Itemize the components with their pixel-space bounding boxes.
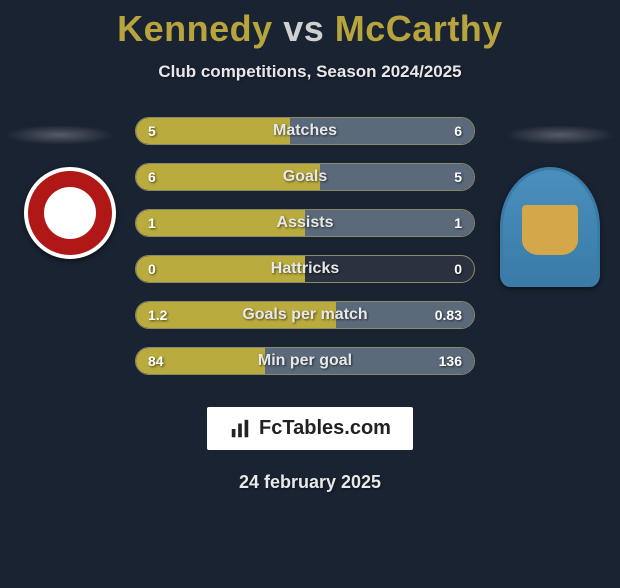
player-left-name: Kennedy [117, 8, 273, 49]
club-crest-left-emblem [44, 187, 96, 239]
attribution-text: FcTables.com [259, 417, 391, 440]
stat-bar-fill-left [136, 118, 290, 144]
stat-bar: Goals 6 5 [135, 163, 475, 191]
stat-value-right: 136 [439, 353, 462, 369]
stat-label: Goals per match [242, 306, 367, 324]
stat-value-left: 6 [148, 169, 156, 185]
attribution-badge: FcTables.com [207, 407, 413, 450]
stat-value-left: 1 [148, 215, 156, 231]
stat-value-right: 0.83 [435, 307, 462, 323]
date-label: 24 february 2025 [0, 472, 620, 493]
player-right-shadow [505, 125, 615, 145]
stat-label: Assists [277, 214, 334, 232]
stat-label: Min per goal [258, 352, 352, 370]
page-title: Kennedy vs McCarthy [0, 8, 620, 50]
club-crest-left [24, 167, 116, 259]
stat-bar: Min per goal 84 136 [135, 347, 475, 375]
club-crest-right-emblem [522, 205, 578, 255]
vs-label: vs [283, 8, 324, 49]
stat-label: Hattricks [271, 260, 339, 278]
stat-bar: Hattricks 0 0 [135, 255, 475, 283]
stat-bar: Goals per match 1.2 0.83 [135, 301, 475, 329]
stat-label: Matches [273, 122, 337, 140]
stat-value-right: 1 [454, 215, 462, 231]
stat-bar: Matches 5 6 [135, 117, 475, 145]
subtitle: Club competitions, Season 2024/2025 [0, 62, 620, 82]
stat-value-right: 6 [454, 123, 462, 139]
club-crest-right [500, 167, 600, 287]
stat-value-left: 0 [148, 261, 156, 277]
stat-bar-fill-right [320, 164, 474, 190]
stat-value-right: 5 [454, 169, 462, 185]
stat-value-left: 1.2 [148, 307, 167, 323]
player-right-name: McCarthy [335, 8, 503, 49]
stat-value-left: 84 [148, 353, 164, 369]
stat-label: Goals [283, 168, 327, 186]
stat-bar: Assists 1 1 [135, 209, 475, 237]
stat-value-left: 5 [148, 123, 156, 139]
comparison-stage: Matches 5 6 Goals 6 5 Assists 1 1 Hattricks 0 0 Goal… [0, 107, 620, 387]
stat-value-right: 0 [454, 261, 462, 277]
chart-icon [229, 418, 251, 440]
stat-bars: Matches 5 6 Goals 6 5 Assists 1 1 Hattricks 0 0 Goal… [135, 117, 475, 393]
player-left-shadow [5, 125, 115, 145]
